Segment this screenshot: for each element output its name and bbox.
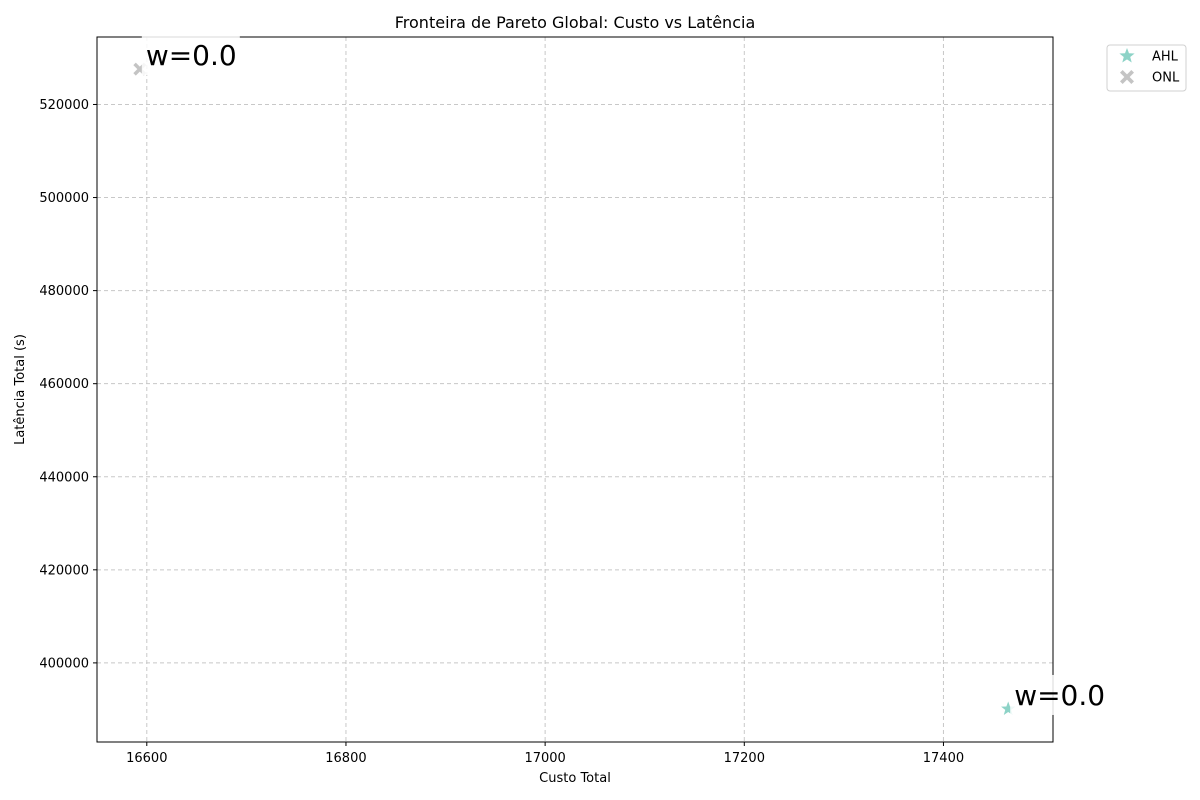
annotation-label: w=0.0 [1014, 679, 1105, 712]
chart-title: Fronteira de Pareto Global: Custo vs Lat… [395, 13, 756, 32]
onl-legend-marker [1120, 70, 1134, 84]
plot-area-frame [96, 36, 1054, 743]
y-tick-label: 420000 [39, 563, 89, 578]
y-axis-title: Latência Total (s) [13, 334, 28, 445]
x-tick-label: 17200 [724, 751, 765, 766]
y-tick-label: 400000 [39, 656, 89, 671]
x-tick-label: 17400 [923, 751, 964, 766]
ahl-legend-marker [1119, 48, 1135, 63]
ahl-data-point [1001, 701, 1016, 716]
legend-label-ahl: AHL [1152, 50, 1179, 65]
y-tick-label: 500000 [39, 191, 89, 206]
x-tick-label: 16600 [126, 751, 167, 766]
x-tick-label: 17000 [524, 751, 565, 766]
axis-ticks: 16600 16800 17000 17200 17400 400000 420000 440… [39, 98, 964, 766]
annotation-label: w=0.0 [146, 39, 237, 72]
annotation-background [1010, 674, 1109, 715]
y-tick-label: 440000 [39, 470, 89, 485]
legend-label-onl: ONL [1152, 71, 1180, 86]
y-tick-label: 520000 [39, 98, 89, 113]
annotations: w=0.0 w=0.0 [141, 35, 1109, 715]
annotation-background [141, 35, 240, 76]
y-tick-label: 460000 [39, 377, 89, 392]
x-axis-title: Custo Total [539, 771, 611, 786]
legend: AHL ONL [1106, 44, 1187, 92]
y-tick-label: 480000 [39, 284, 89, 299]
x-tick-label: 16800 [325, 751, 366, 766]
grid-lines [97, 37, 1053, 742]
data-points [133, 62, 1016, 716]
